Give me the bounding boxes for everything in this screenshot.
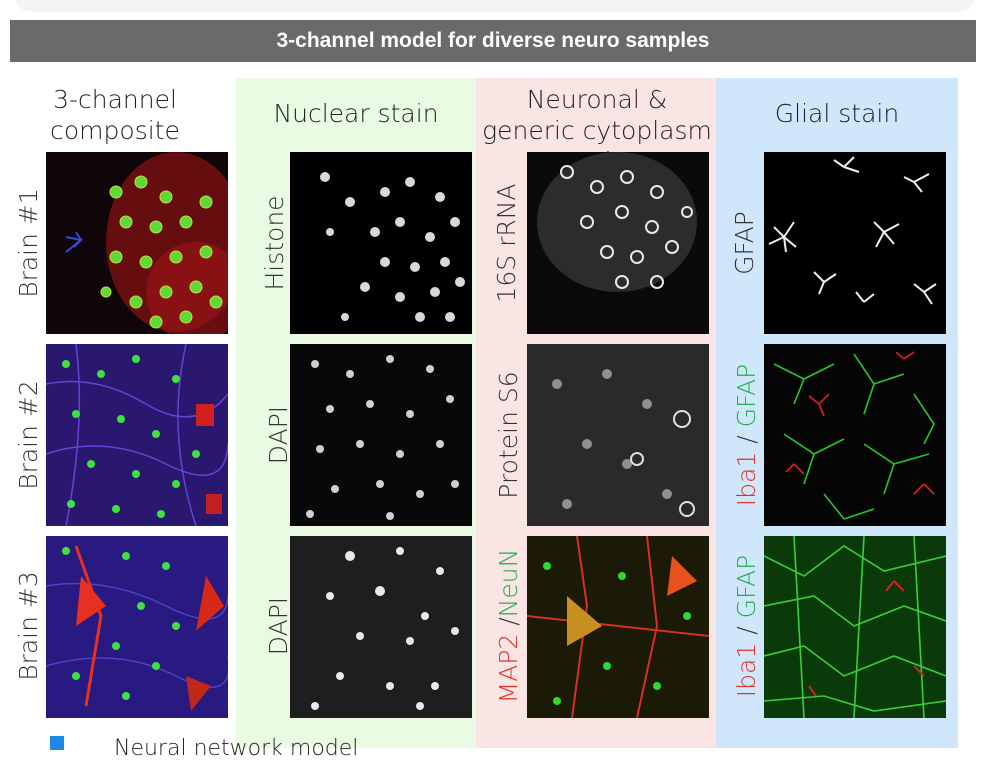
- image-brain2-dapi: [290, 344, 472, 526]
- iba1-label: Iba1: [732, 642, 761, 698]
- row-label-brain-3: Brain #3: [14, 571, 43, 681]
- image-brain3-map2-neun: [527, 536, 709, 718]
- stain-label-gfap: GFAP: [730, 211, 759, 275]
- row-label-brain-1: Brain #1: [14, 188, 43, 298]
- image-brain2-iba1-gfap: [764, 344, 946, 526]
- image-brain3-composite: [46, 536, 228, 718]
- column-header-nuclear: Nuclear stain: [273, 99, 439, 128]
- legend-swatch: [50, 736, 64, 750]
- map2-label: MAP2: [494, 633, 523, 704]
- gfap-label: GFAP: [732, 363, 761, 428]
- separator: /: [732, 427, 761, 452]
- row-label-brain-2: Brain #2: [14, 380, 43, 490]
- stain-label-16s-rrna: 16S rRNA: [492, 183, 521, 303]
- column-header-composite: 3-channel composite: [50, 85, 180, 145]
- top-panel-edge: [16, 0, 974, 10]
- iba1-label: Iba1: [732, 451, 761, 507]
- separator: /: [494, 617, 523, 634]
- image-brain2-protein-s6: [527, 344, 709, 526]
- gfap-label: GFAP: [732, 554, 761, 619]
- figure-title: 3-channel model for diverse neuro sample…: [10, 20, 976, 62]
- stain-label-iba1-gfap-2: Iba1 / GFAP: [727, 344, 767, 526]
- stain-label-iba1-gfap-3: Iba1 / GFAP: [727, 535, 767, 717]
- neun-label: NeuN: [494, 548, 523, 618]
- image-brain1-histone: [290, 152, 472, 334]
- stain-label-protein-s6: Protein S6: [494, 371, 523, 499]
- image-brain1-gfap: [764, 152, 946, 334]
- image-brain3-iba1-gfap: [764, 536, 946, 718]
- stain-label-map2-neun: MAP2 /NeuN: [489, 535, 529, 717]
- image-brain3-dapi: [290, 536, 472, 718]
- column-header-glial: Glial stain: [774, 99, 900, 128]
- stain-label-histone: Histone: [260, 195, 289, 291]
- image-brain1-16s-rrna: [527, 152, 709, 334]
- separator: /: [732, 618, 761, 643]
- image-brain2-composite: [46, 344, 228, 526]
- legend-label: Neural network model: [114, 736, 359, 761]
- image-brain1-composite: [46, 152, 228, 334]
